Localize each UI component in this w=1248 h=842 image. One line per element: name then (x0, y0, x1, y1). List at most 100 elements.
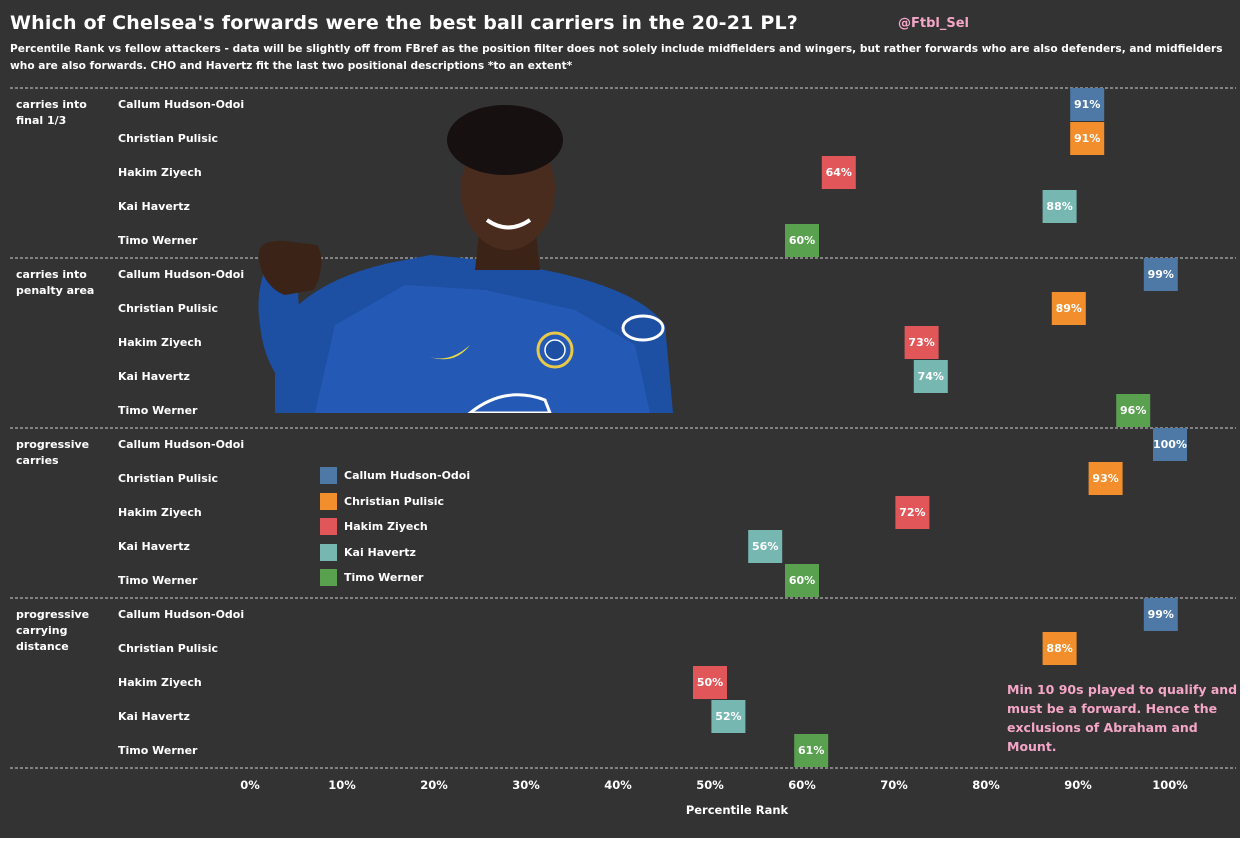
legend-label: Kai Havertz (344, 545, 416, 559)
metric-label: carries (16, 454, 59, 467)
legend-item: Kai Havertz (320, 540, 470, 566)
player-label: Hakim Ziyech (118, 506, 202, 519)
club-crest (536, 331, 574, 369)
x-tick-label: 20% (420, 778, 448, 792)
percentile-value-label: 64% (826, 166, 852, 179)
sponsor-logo (621, 314, 665, 342)
metric-label: carries into (16, 98, 87, 111)
percentile-value-label: 60% (789, 234, 815, 247)
percentile-marker (785, 224, 819, 257)
x-tick-label: 30% (512, 778, 540, 792)
x-tick-label: 60% (788, 778, 816, 792)
percentile-value-label: 100% (1153, 438, 1187, 451)
percentile-value-label: 60% (789, 574, 815, 587)
player-label: Timo Werner (118, 234, 198, 247)
x-axis-title: Percentile Rank (686, 803, 789, 817)
legend-item: Hakim Ziyech (320, 514, 470, 540)
percentile-marker (1143, 258, 1178, 291)
player-label: Christian Pulisic (118, 642, 218, 655)
metric-label: progressive (16, 608, 89, 621)
legend-label: Timo Werner (344, 571, 424, 585)
percentile-marker (1088, 462, 1123, 495)
legend-swatch (320, 569, 337, 587)
qualification-note: Min 10 90s played to qualify and must be… (1007, 682, 1238, 754)
percentile-marker (895, 496, 930, 529)
player-label: Hakim Ziyech (118, 676, 202, 689)
swoosh-logo (430, 345, 470, 360)
percentile-marker (748, 530, 783, 563)
player-label: Hakim Ziyech (118, 166, 202, 179)
legend-item: Callum Hudson-Odoi (320, 463, 470, 489)
percentile-value-label: 50% (697, 676, 723, 689)
metric-label: final 1/3 (16, 114, 66, 127)
percentile-marker (1070, 88, 1105, 121)
smile (485, 218, 532, 230)
raised-arm (258, 255, 315, 395)
percentile-marker (1042, 190, 1077, 223)
percentile-value-label: 91% (1074, 132, 1100, 145)
percentile-value-label: 89% (1056, 302, 1082, 315)
percentile-value-label: 73% (908, 336, 934, 349)
percentile-marker (1051, 292, 1086, 325)
percentile-marker (913, 360, 948, 393)
percentile-marker (693, 666, 727, 699)
legend-label: Christian Pulisic (344, 494, 445, 508)
x-tick-label: 0% (240, 778, 260, 792)
metric-label: progressive (16, 438, 89, 451)
legend-item: Christian Pulisic (320, 489, 470, 515)
percentile-marker (1116, 394, 1151, 427)
player-label: Hakim Ziyech (118, 336, 202, 349)
x-tick-label: 70% (880, 778, 908, 792)
player-label: Timo Werner (118, 744, 198, 757)
percentile-value-label: 52% (715, 710, 741, 723)
percentile-value-label: 99% (1148, 268, 1174, 281)
percentile-marker (794, 734, 829, 767)
percentile-value-label: 74% (918, 370, 944, 383)
player-label: Christian Pulisic (118, 472, 218, 485)
percentile-value-label: 99% (1148, 608, 1174, 621)
x-tick-label: 40% (604, 778, 632, 792)
percentile-value-label: 96% (1120, 404, 1146, 417)
player-label: Kai Havertz (118, 540, 190, 553)
x-tick-label: 50% (696, 778, 724, 792)
player-label: Callum Hudson-Odoi (118, 268, 244, 281)
player-label: Callum Hudson-Odoi (118, 608, 244, 621)
legend-swatch (320, 492, 337, 510)
percentile-value-label: 93% (1092, 472, 1118, 485)
chart-title: Which of Chelsea's forwards were the bes… (10, 12, 799, 34)
player-label: Timo Werner (118, 574, 198, 587)
legend-label: Hakim Ziyech (344, 520, 428, 534)
percentile-marker (1143, 598, 1178, 631)
chart-legend: Callum Hudson-Odoi Christian Pulisic Hakim… (320, 463, 470, 591)
player-label: Christian Pulisic (118, 302, 218, 315)
x-tick-label: 10% (328, 778, 356, 792)
chart-subtitle: Percentile Rank vs fellow attackers - da… (10, 43, 1223, 72)
x-tick-label: 90% (1064, 778, 1092, 792)
x-tick-label: 100% (1152, 778, 1188, 792)
percentile-value-label: 61% (798, 744, 824, 757)
metric-label: carrying (16, 624, 67, 637)
percentile-value-label: 88% (1046, 200, 1072, 213)
legend-swatch (320, 543, 337, 561)
metric-label: distance (16, 640, 69, 653)
hair (447, 105, 563, 175)
percentile-marker (1070, 122, 1105, 155)
percentile-marker (821, 156, 856, 189)
player-label: Christian Pulisic (118, 132, 218, 145)
percentile-marker (1042, 632, 1077, 665)
x-tick-label: 80% (972, 778, 1000, 792)
percentile-value-label: 91% (1074, 98, 1100, 111)
percentile-value-label: 88% (1046, 642, 1072, 655)
shirt-shading (315, 285, 650, 413)
percentile-marker (904, 326, 939, 359)
legend-item: Timo Werner (320, 565, 470, 591)
player-label: Callum Hudson-Odoi (118, 438, 244, 451)
percentile-value-label: 56% (752, 540, 778, 553)
legend-swatch (320, 467, 337, 485)
metric-label: carries into (16, 268, 87, 281)
player-label: Kai Havertz (118, 710, 190, 723)
percentile-marker (785, 564, 819, 597)
legend-label: Callum Hudson-Odoi (344, 469, 471, 483)
player-label: Timo Werner (118, 404, 198, 417)
